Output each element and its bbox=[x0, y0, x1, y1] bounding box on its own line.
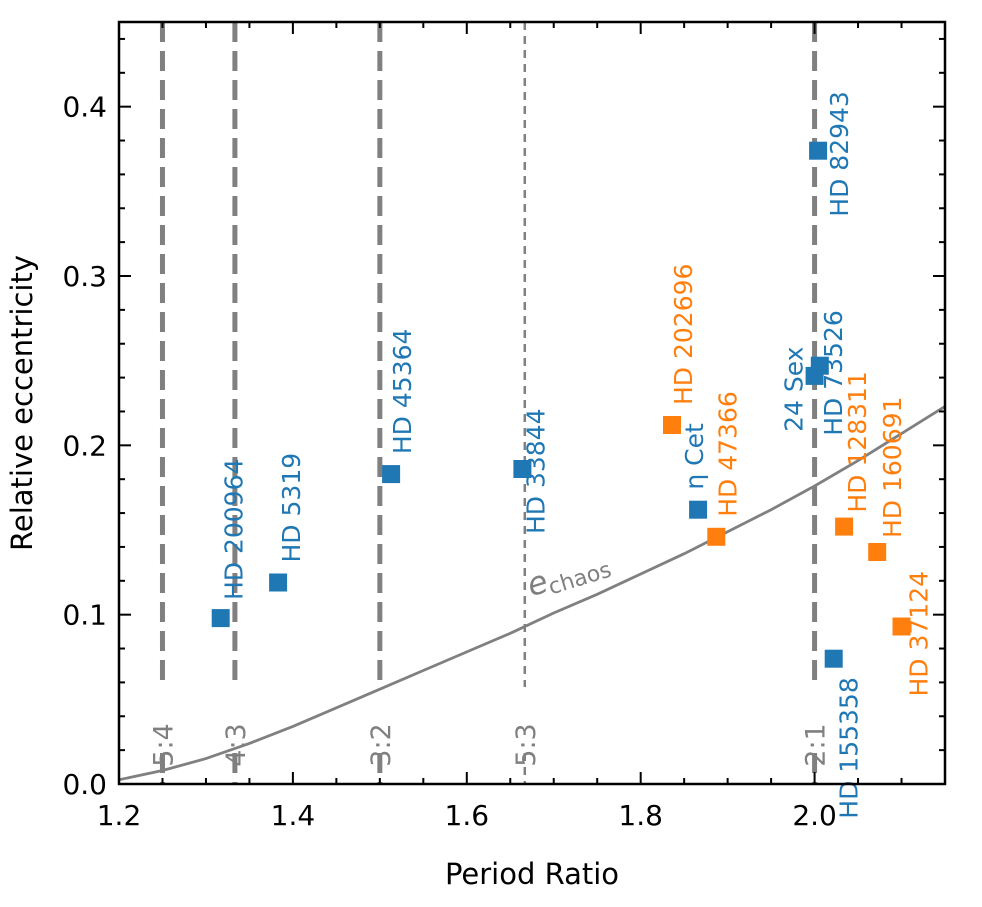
point-label-hd-5319: HD 5319 bbox=[277, 453, 306, 563]
point-label-hd-155358: HD 155358 bbox=[835, 677, 864, 818]
x-axis-title: Period Ratio bbox=[445, 857, 619, 891]
chaos-curve bbox=[118, 405, 946, 782]
data-point-hd-37124 bbox=[892, 617, 911, 636]
point-labels-layer: HD 200964 HD 5319 HD 45364 HD 33844 η Cet 24 … bbox=[220, 91, 934, 819]
point-label-hd-45364: HD 45364 bbox=[388, 329, 417, 455]
data-point-hd-47366 bbox=[707, 527, 726, 546]
point-label-hd-47366: HD 47366 bbox=[713, 391, 742, 517]
y-tick-label-2: 0.2 bbox=[62, 429, 107, 462]
data-point-hd-82943 bbox=[809, 141, 828, 160]
x-tick-label-0: 1.2 bbox=[97, 799, 142, 832]
data-point-hd-155358 bbox=[824, 649, 843, 668]
data-point-hd-5319 bbox=[269, 573, 288, 592]
data-point-hd-128311 bbox=[835, 517, 854, 536]
x-tick-label-1: 1.4 bbox=[271, 799, 316, 832]
point-label-hd-33844: HD 33844 bbox=[521, 409, 550, 535]
point-label-hd-160691: HD 160691 bbox=[878, 397, 907, 538]
point-label-hd-73526: HD 73526 bbox=[819, 310, 848, 436]
data-point-hd-200964 bbox=[211, 609, 230, 628]
axes-layer: 1.2 1.4 1.6 1.8 2.0 0.0 0.1 0.2 0.3 0.4 bbox=[62, 20, 947, 832]
data-points-layer bbox=[211, 141, 911, 668]
x-tick-label-4: 2.0 bbox=[792, 799, 837, 832]
data-point-hd-73526 bbox=[810, 356, 829, 375]
y-axis-title: Relative eccentricity bbox=[5, 255, 39, 551]
data-point-hd-45364 bbox=[382, 465, 401, 484]
resonance-label-2-1: 2:1 bbox=[801, 723, 832, 766]
point-label-hd-202696: HD 202696 bbox=[669, 264, 698, 405]
x-tick-label-2: 1.6 bbox=[445, 799, 490, 832]
resonance-label-5-3: 5:3 bbox=[511, 723, 542, 766]
resonance-label-5-4: 5:4 bbox=[148, 723, 179, 766]
point-label-hd-37124: HD 37124 bbox=[905, 571, 934, 697]
resonance-lines-layer: 5:4 4:3 3:2 5:3 2:1 bbox=[148, 22, 832, 784]
chaos-curve-label-sub: chaos bbox=[546, 558, 615, 601]
y-tick-label-3: 0.3 bbox=[62, 260, 107, 293]
data-point-cet bbox=[689, 500, 708, 519]
point-label-hd-128311: HD 128311 bbox=[843, 371, 872, 512]
point-label-cet: η Cet bbox=[680, 423, 709, 490]
data-point-hd-202696 bbox=[663, 416, 681, 434]
point-label-hd-200964: HD 200964 bbox=[220, 459, 249, 600]
data-point-hd-160691 bbox=[868, 543, 887, 561]
y-tick-label-4: 0.4 bbox=[62, 91, 107, 124]
x-tick-label-3: 1.8 bbox=[618, 799, 663, 832]
y-tick-label-0: 0.0 bbox=[62, 768, 107, 801]
data-point-hd-33844 bbox=[513, 460, 532, 478]
point-label-hd-82943: HD 82943 bbox=[825, 91, 854, 217]
chaos-curve-label: echaos bbox=[522, 543, 614, 606]
y-tick-label-1: 0.1 bbox=[62, 599, 107, 632]
plot-frame bbox=[117, 20, 947, 786]
point-label-24-sex: 24 Sex bbox=[780, 347, 809, 432]
resonance-label-3-2: 3:2 bbox=[366, 723, 397, 766]
